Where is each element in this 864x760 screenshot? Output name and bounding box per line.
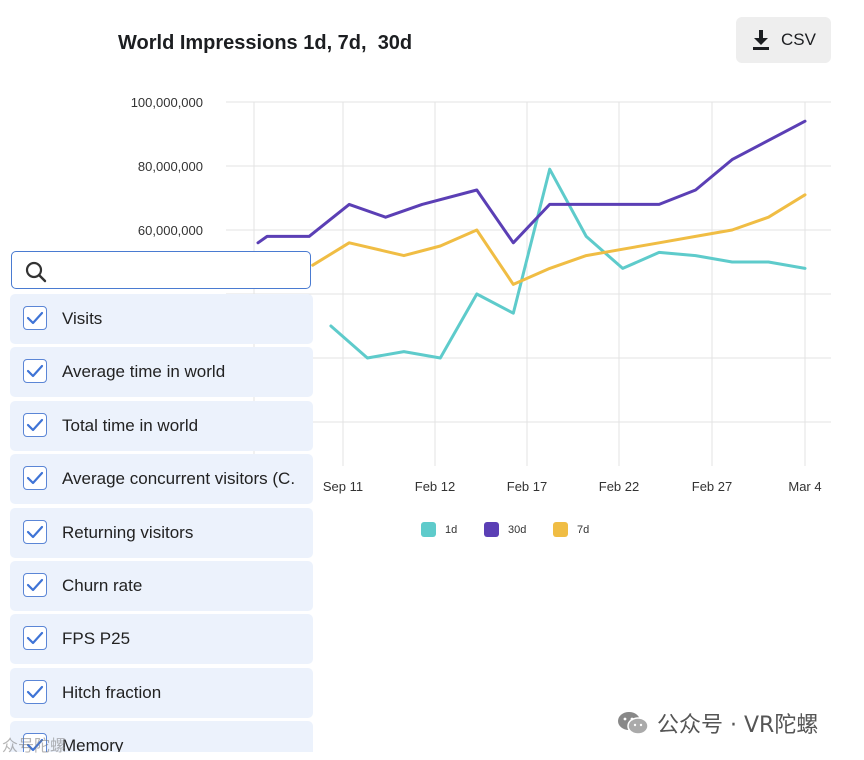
metric-checkbox[interactable]	[23, 359, 47, 384]
check-icon	[26, 739, 44, 752]
x-tick-label: Mar 4	[788, 479, 821, 494]
metric-item[interactable]: Average concurrent visitors (C.	[10, 454, 313, 505]
metric-label: Churn rate	[62, 575, 143, 595]
check-icon	[26, 578, 44, 592]
metric-item[interactable]: Memory	[10, 721, 313, 752]
x-tick-label: Feb 12	[415, 479, 455, 494]
metric-label: Total time in world	[62, 415, 199, 435]
metric-item[interactable]: Churn rate	[10, 560, 313, 611]
legend-swatch	[484, 522, 499, 537]
check-icon	[26, 311, 44, 325]
metric-checkbox[interactable]	[23, 572, 47, 597]
y-tick-label: 80,000,000	[138, 159, 203, 174]
chart-series	[256, 119, 807, 360]
x-tick-label: Feb 22	[599, 479, 639, 494]
chart-legend: 1d 30d 7d	[421, 522, 589, 537]
legend-label: 1d	[445, 524, 457, 536]
metric-label: Visits	[62, 309, 103, 328]
metric-item[interactable]: FPS P25	[10, 614, 313, 665]
legend-label: 7d	[577, 524, 589, 536]
metric-checkbox[interactable]	[23, 519, 47, 544]
check-icon	[26, 418, 44, 431]
metric-label: Average time in world	[62, 362, 226, 382]
watermark-text: 公众号 · VR陀螺	[657, 713, 819, 738]
legend-label: 30d	[508, 524, 526, 536]
metric-item[interactable]: Visits	[10, 294, 313, 344]
impressions-line-chart: 100,000,000 80,000,000 60,000,000 Sep 11 Fe…	[131, 95, 831, 537]
x-tick-label: Feb 27	[692, 479, 732, 494]
metric-checkbox[interactable]	[23, 679, 47, 704]
chart-title: World Impressions 1d, 7d, 30d	[118, 32, 413, 54]
metric-item[interactable]: Hitch fraction	[10, 667, 313, 718]
metric-label: FPS P25	[62, 629, 131, 649]
x-axis-ticks: Sep 11 Feb 12 Feb 17 Feb 22 Feb 27 Mar 4	[323, 479, 822, 494]
check-icon	[26, 472, 44, 485]
wechat-icon	[618, 712, 649, 735]
watermark-left: 众号陀螺	[2, 736, 67, 755]
metric-checkbox[interactable]	[23, 412, 47, 437]
metric-selector-panel: Visits Average time in world Total time in…	[10, 250, 316, 752]
metric-item[interactable]: Returning visitors	[10, 507, 313, 558]
metric-item[interactable]: Total time in world	[10, 400, 313, 451]
watermark: 公众号 · VR陀螺	[617, 707, 818, 739]
x-tick-label: Feb 17	[507, 479, 547, 494]
series-line-1d	[329, 167, 807, 360]
search-icon	[25, 261, 47, 283]
metric-list: Visits Average time in world Total time in…	[10, 294, 316, 752]
csv-download-button[interactable]: CSV	[736, 17, 831, 63]
series-line-7d	[311, 193, 807, 286]
metric-checkbox[interactable]	[23, 306, 47, 330]
metric-search-input[interactable]	[60, 258, 304, 284]
legend-swatch	[421, 522, 436, 537]
metric-checkbox[interactable]	[23, 466, 47, 491]
check-icon	[26, 685, 44, 698]
series-line-30d	[256, 119, 807, 245]
check-icon	[26, 632, 44, 645]
check-icon	[26, 365, 44, 378]
metric-label: Memory	[62, 736, 124, 752]
y-axis-ticks: 100,000,000 80,000,000 60,000,000	[131, 95, 203, 238]
metric-checkbox[interactable]	[23, 733, 47, 752]
x-tick-label: Sep 11	[323, 479, 363, 494]
check-icon	[26, 525, 44, 538]
y-tick-label: 100,000,000	[131, 95, 203, 110]
y-tick-label: 60,000,000	[138, 223, 203, 238]
metric-label: Average concurrent visitors (C.	[62, 469, 296, 489]
metric-search-box	[11, 251, 311, 289]
legend-swatch	[553, 522, 568, 537]
metric-checkbox[interactable]	[23, 626, 47, 651]
csv-label: CSV	[781, 30, 816, 49]
metric-label: Returning visitors	[62, 522, 194, 542]
download-icon	[753, 30, 770, 50]
metric-item[interactable]: Average time in world	[10, 347, 313, 398]
metric-label: Hitch fraction	[62, 682, 162, 702]
